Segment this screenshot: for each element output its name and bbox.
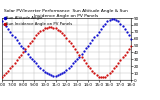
Legend: Sun Altitude Angle, Sun Incidence Angle on PV Panels: Sun Altitude Angle, Sun Incidence Angle … <box>4 16 73 27</box>
Title: Solar PV/Inverter Performance  Sun Altitude Angle & Sun Incidence Angle on PV Pa: Solar PV/Inverter Performance Sun Altitu… <box>4 9 128 18</box>
